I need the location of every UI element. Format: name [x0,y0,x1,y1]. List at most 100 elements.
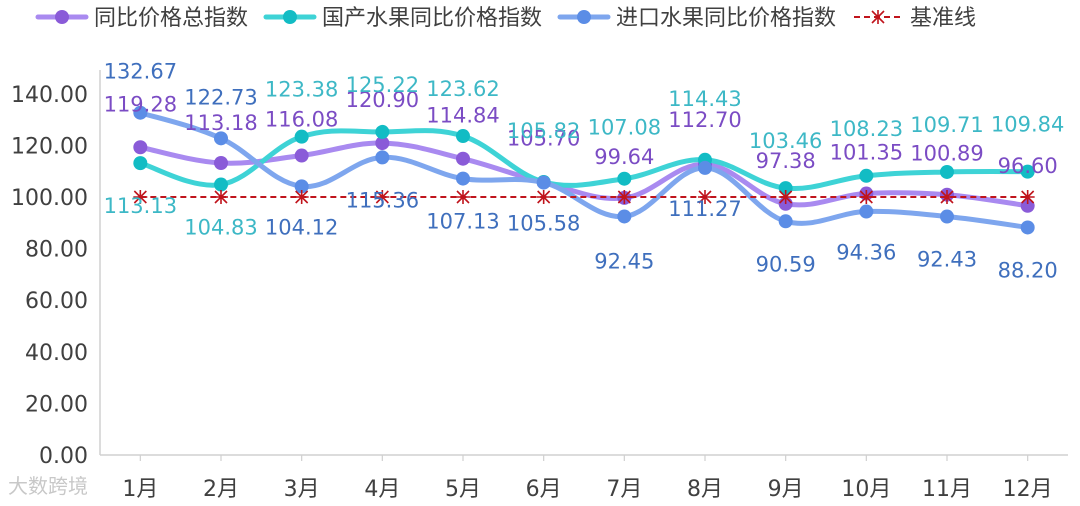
baseline-marker-4 [456,190,470,204]
legend-marker-3 [871,10,885,24]
series-0-label-7: 112.70 [668,108,741,132]
series-2-point-11 [1020,220,1035,235]
series-2-label-1: 122.73 [184,85,257,109]
series-2-point-10 [940,209,954,224]
series-2-point-5 [536,175,551,190]
series-0-label-5: 105.70 [507,126,580,150]
series-1-label-6: 107.08 [588,116,661,140]
series-1-label-3: 125.22 [346,73,419,97]
baseline-marker-0 [133,190,148,204]
legend-label-0: 同比价格总指数 [94,6,248,31]
x-tick-label-3: 4月 [364,477,400,502]
x-tick-label-9: 10月 [841,477,891,502]
x-tick-label-5: 6月 [526,477,562,502]
series-2-label-8: 90.59 [756,252,816,276]
x-tick-label-6: 7月 [606,477,642,502]
series-0-label-3: 120.90 [346,88,419,112]
series-1-label-11: 109.84 [991,113,1064,137]
series-2-point-8 [778,214,793,229]
series-2-point-7 [698,160,712,175]
series-0-point-0 [133,140,148,155]
series-1-point-11 [1020,164,1035,179]
baseline-marker-2 [294,190,309,204]
series-1-label-10: 109.71 [910,113,983,137]
baseline-marker-9 [859,190,874,204]
series-0-label-2: 116.08 [265,108,338,132]
x-tick-label-2: 3月 [284,477,320,502]
series-0-point-2 [294,148,309,163]
series-2-label-0: 132.67 [104,60,177,84]
series-0-label-6: 99.64 [594,145,654,169]
series-1-label-4: 123.62 [426,77,499,101]
x-tick-label-0: 1月 [122,477,158,502]
series-1-point-4 [456,129,470,144]
series-1-label-9: 108.23 [830,117,903,141]
series-2-label-7: 111.27 [668,197,741,221]
legend-marker-1 [283,10,297,24]
baseline-marker-6 [617,190,632,204]
series-2-point-9 [859,204,874,219]
watermark-text: 大数跨境 [8,474,88,498]
series-0-label-11: 96.60 [998,154,1058,178]
x-tick-label-7: 8月 [687,477,723,502]
series-0-point-1 [214,155,228,170]
series-0-label-8: 97.38 [756,149,816,173]
series-2-label-6: 92.45 [594,249,654,273]
series-0-label-10: 100.89 [910,142,983,166]
series-1-label-5: 105.82 [507,119,580,143]
y-tick-label-1: 20.00 [25,392,88,417]
x-tick-label-4: 5月 [445,477,481,502]
series-0-label-1: 113.18 [184,111,257,135]
series-1-label-1: 104.83 [184,216,257,240]
baseline-marker-1 [214,190,228,204]
series-1-point-10 [940,164,954,179]
series-1-point-6 [617,171,632,186]
legend-marker-2 [577,10,591,24]
baseline-marker-8 [778,190,793,204]
series-2-label-11: 88.20 [998,258,1058,282]
y-tick-label-7: 140.00 [11,83,88,108]
series-1-point-3 [375,124,390,139]
y-tick-label-0: 0.00 [39,444,88,469]
series-0-label-9: 101.35 [830,141,903,165]
series-2-label-9: 94.36 [836,241,896,265]
series-1-point-2 [294,129,309,144]
y-tick-label-6: 120.00 [11,134,88,159]
series-1-label-0: 113.13 [104,194,177,218]
x-tick-label-11: 12月 [1003,477,1053,502]
series-1-point-8 [778,181,793,196]
baseline-marker-10 [940,190,954,204]
series-2-label-4: 107.13 [426,210,499,234]
y-tick-label-4: 80.00 [25,238,88,263]
series-0-point-3 [375,136,390,151]
x-tick-label-8: 9月 [768,477,804,502]
legend-label-2: 进口水果同比价格指数 [616,6,836,31]
legend-label-1: 国产水果同比价格指数 [322,6,542,31]
legend-marker-0 [55,10,69,24]
series-2-point-3 [375,150,390,165]
series-1-point-9 [859,168,874,183]
series-2-point-4 [456,171,470,186]
series-1-label-7: 114.43 [668,87,741,111]
series-2-label-10: 92.43 [917,248,977,272]
series-2-label-5: 105.58 [507,212,580,236]
y-tick-label-5: 100.00 [11,186,88,211]
baseline-marker-7 [698,190,712,204]
x-tick-label-1: 2月 [203,477,239,502]
y-tick-label-3: 60.00 [25,289,88,314]
x-tick-label-10: 11月 [922,477,972,502]
baseline-marker-5 [536,190,551,204]
series-0-label-0: 119.28 [104,92,177,116]
series-1-label-2: 123.38 [265,78,338,102]
series-0-point-4 [456,151,470,166]
series-2-point-2 [294,179,309,194]
series-1-point-1 [214,177,228,192]
series-2-label-3: 115.36 [346,188,419,212]
baseline-marker-3 [375,190,390,204]
series-2-label-2: 104.12 [265,215,338,239]
series-0-label-4: 114.84 [426,104,499,128]
legend-label-3: 基准线 [910,6,976,31]
series-2-point-6 [617,209,632,224]
series-2-point-1 [214,131,228,146]
